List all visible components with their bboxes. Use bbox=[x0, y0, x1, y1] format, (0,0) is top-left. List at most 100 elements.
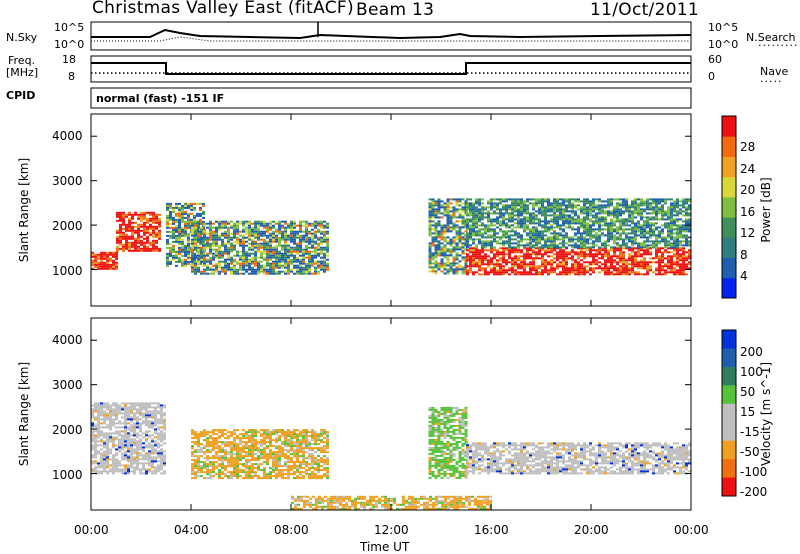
power-cell bbox=[269, 262, 272, 265]
power-cell bbox=[299, 260, 302, 263]
power-cell bbox=[248, 226, 251, 229]
velocity-cell bbox=[133, 422, 136, 425]
power-cell bbox=[287, 222, 290, 225]
power-cell bbox=[284, 248, 287, 251]
power-cell bbox=[299, 268, 302, 271]
power-cell bbox=[287, 252, 290, 255]
power-cell bbox=[673, 206, 676, 209]
power-cell bbox=[260, 220, 263, 223]
power-cell bbox=[538, 210, 541, 213]
velocity-cell bbox=[91, 414, 94, 417]
power-cell bbox=[263, 234, 266, 237]
power-cell bbox=[490, 200, 493, 203]
power-cell bbox=[446, 226, 450, 229]
power-cell bbox=[203, 244, 206, 247]
power-cell bbox=[290, 234, 293, 237]
power-cell bbox=[187, 206, 190, 209]
power-cell bbox=[655, 249, 658, 252]
power-cell bbox=[197, 240, 200, 243]
power-cell bbox=[452, 210, 456, 213]
power-cell bbox=[146, 227, 149, 230]
power-cell bbox=[538, 257, 541, 260]
power-cell bbox=[508, 204, 511, 207]
power-cell bbox=[508, 244, 511, 247]
power-cell bbox=[305, 264, 308, 267]
power-cell bbox=[475, 210, 478, 213]
power-cell bbox=[670, 269, 673, 272]
velocity-cell bbox=[145, 432, 148, 435]
power-cell bbox=[559, 261, 562, 264]
velocity-cell bbox=[163, 404, 166, 407]
power-cell bbox=[184, 230, 187, 233]
power-cell bbox=[676, 242, 679, 245]
power-cell bbox=[514, 238, 517, 241]
power-cell bbox=[317, 254, 320, 257]
power-cell bbox=[673, 224, 676, 227]
power-cell bbox=[199, 212, 202, 215]
power-cell bbox=[178, 212, 181, 215]
power-cell bbox=[493, 240, 496, 243]
power-cell bbox=[631, 222, 634, 225]
power-cell bbox=[140, 235, 143, 238]
velocity-cell bbox=[109, 422, 112, 425]
power-cell bbox=[562, 218, 565, 221]
power-cell bbox=[649, 216, 652, 219]
power-cell bbox=[661, 238, 664, 241]
power-cell bbox=[682, 269, 685, 272]
power-cell bbox=[275, 250, 278, 253]
power-cell bbox=[658, 208, 661, 211]
power-cell bbox=[679, 247, 682, 250]
power-cell bbox=[658, 210, 661, 213]
power-cell bbox=[628, 257, 631, 260]
power-cell bbox=[535, 216, 538, 219]
velocity-cell bbox=[136, 426, 139, 429]
power-cell bbox=[172, 228, 175, 231]
velocity-cell bbox=[115, 418, 118, 421]
power-cell bbox=[263, 242, 266, 245]
velocity-cell bbox=[127, 464, 130, 467]
velocity-cell bbox=[218, 441, 221, 444]
power-cell bbox=[673, 220, 676, 223]
velocity-cell bbox=[139, 418, 142, 421]
power-cell bbox=[202, 226, 205, 229]
power-cell bbox=[194, 220, 197, 223]
power-cell bbox=[257, 220, 260, 223]
velocity-cell bbox=[148, 452, 151, 455]
power-cell bbox=[196, 256, 199, 259]
power-cell bbox=[446, 240, 450, 243]
power-cell bbox=[449, 252, 453, 255]
power-cell bbox=[589, 218, 592, 221]
power-cell bbox=[194, 270, 197, 273]
power-cell bbox=[202, 240, 205, 243]
power-cell bbox=[532, 244, 535, 247]
power-cell bbox=[676, 232, 679, 235]
power-cell bbox=[140, 249, 143, 252]
power-cell bbox=[272, 236, 275, 239]
power-cell bbox=[544, 210, 547, 213]
velocity-cell bbox=[133, 434, 136, 437]
power-cell bbox=[245, 222, 248, 225]
power-cell bbox=[109, 267, 112, 270]
power-cell bbox=[544, 230, 547, 233]
power-cell bbox=[670, 244, 673, 247]
power-cell bbox=[434, 244, 438, 247]
power-cell bbox=[175, 226, 178, 229]
power-cell bbox=[191, 256, 194, 259]
power-cell bbox=[613, 216, 616, 219]
power-cell bbox=[251, 242, 254, 245]
power-cell bbox=[562, 242, 565, 245]
power-cell bbox=[215, 248, 218, 251]
velocity-cell bbox=[218, 477, 221, 480]
noise-search-line bbox=[91, 36, 690, 42]
power-cell bbox=[254, 234, 257, 237]
power-cell bbox=[100, 257, 103, 260]
power-cell bbox=[559, 206, 562, 209]
power-cell bbox=[272, 230, 275, 233]
power-cell bbox=[452, 256, 456, 259]
velocity-cell bbox=[200, 451, 203, 454]
power-cell bbox=[676, 238, 679, 241]
power-cell bbox=[607, 269, 610, 272]
power-cell bbox=[263, 270, 266, 273]
power-cell bbox=[601, 234, 604, 237]
power-cell bbox=[311, 250, 314, 253]
